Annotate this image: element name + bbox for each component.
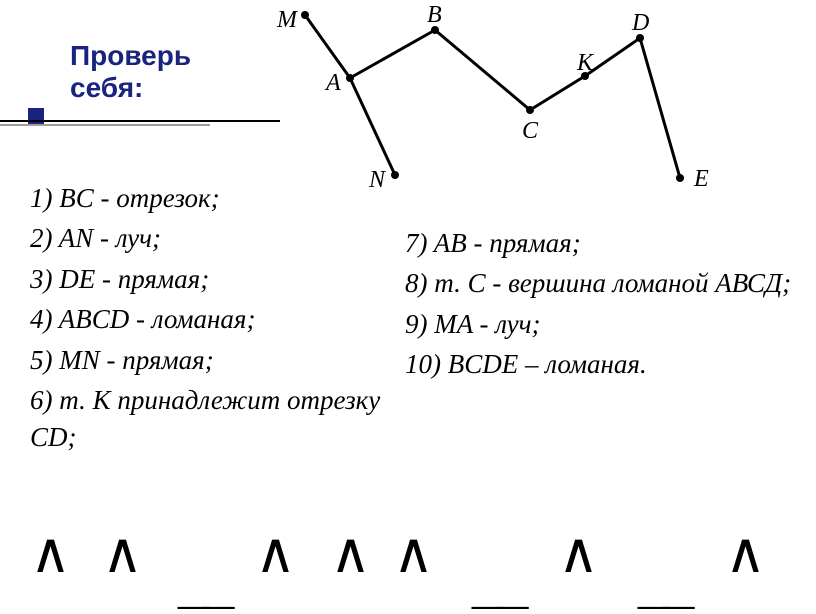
statement-1: 1) BC - отрезок; <box>30 180 400 216</box>
point-label-E: E <box>693 166 709 192</box>
right-statement-list: 7) AB - прямая; 8) т. С - вершина ломано… <box>405 225 805 387</box>
edge-A-B <box>350 30 435 78</box>
title-block: Проверь себя: <box>70 40 191 104</box>
answer-mark-4: ∧ <box>255 525 296 581</box>
answer-mark-2: ∧ <box>102 525 143 581</box>
statement-4: 4) ABCD - ломаная; <box>30 301 400 337</box>
point-label-D: D <box>631 10 649 36</box>
point-label-A: A <box>324 70 341 96</box>
answer-mark-9: __ <box>638 555 688 611</box>
statement-5: 5) MN - прямая; <box>30 342 400 378</box>
left-statement-list: 1) BC - отрезок; 2) AN - луч; 3) DE - пр… <box>30 180 400 459</box>
statement-10: 10) BCDE – ломаная. <box>405 346 805 382</box>
point-E <box>676 174 684 182</box>
edge-K-D <box>585 38 640 76</box>
point-label-M: M <box>276 7 299 33</box>
edge-C-K <box>530 76 585 110</box>
geometry-diagram: MANBCKDE <box>260 0 740 200</box>
point-C <box>526 106 534 114</box>
point-A <box>346 74 354 82</box>
answer-mark-7: __ <box>472 555 522 611</box>
title-line-2: себя: <box>70 72 191 104</box>
statement-3: 3) DE - прямая; <box>30 261 400 297</box>
edge-B-C <box>435 30 530 110</box>
answer-mark-10: ∧ <box>725 525 766 581</box>
point-N <box>391 171 399 179</box>
edge-D-E <box>640 38 680 178</box>
point-M <box>301 11 309 19</box>
point-label-B: B <box>427 2 442 28</box>
answer-mark-6: ∧ <box>393 525 434 581</box>
answer-row: ∧∧__∧∧∧__∧__∧ <box>30 525 790 595</box>
answer-mark-8: ∧ <box>558 525 599 581</box>
title-line-1: Проверь <box>70 40 191 72</box>
statement-8: 8) т. С - вершина ломаной АВСД; <box>405 265 805 301</box>
answer-mark-5: ∧ <box>330 525 371 581</box>
edge-M-A <box>305 15 350 78</box>
statement-6: 6) т. K принадлежит отрезку CD; <box>30 382 400 455</box>
statement-9: 9) MA - луч; <box>405 306 805 342</box>
edge-A-N <box>350 78 395 175</box>
statement-2: 2) AN - луч; <box>30 220 400 256</box>
title-underline <box>0 118 280 128</box>
statement-7: 7) AB - прямая; <box>405 225 805 261</box>
answer-mark-1: ∧ <box>30 525 71 581</box>
point-label-C: C <box>522 118 539 144</box>
answer-mark-3: __ <box>178 555 228 611</box>
point-label-K: K <box>576 50 595 76</box>
